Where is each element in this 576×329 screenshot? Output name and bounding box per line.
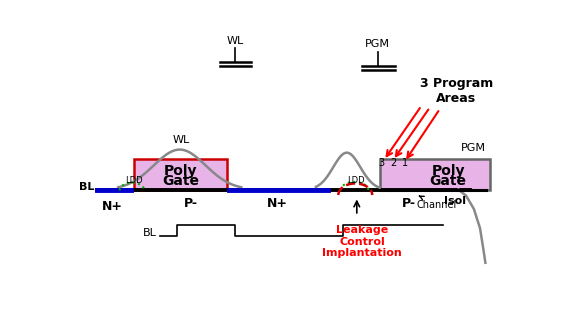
- Text: 2: 2: [390, 159, 396, 168]
- Text: Gate: Gate: [162, 174, 199, 188]
- Text: BL: BL: [143, 228, 157, 238]
- Text: BL: BL: [79, 182, 94, 192]
- Text: LDD: LDD: [347, 176, 365, 185]
- Bar: [380, 159, 490, 190]
- Text: 3 Program
Areas: 3 Program Areas: [419, 77, 492, 105]
- Text: N+: N+: [267, 197, 288, 210]
- Text: Poly: Poly: [431, 164, 465, 178]
- Bar: [134, 159, 228, 190]
- Text: Isol: Isol: [444, 196, 465, 206]
- Text: PGM: PGM: [461, 143, 486, 153]
- Text: PGM: PGM: [365, 39, 390, 49]
- Text: 3: 3: [378, 159, 385, 168]
- Text: LDD: LDD: [124, 176, 142, 185]
- Text: P-: P-: [184, 197, 198, 210]
- Text: Gate: Gate: [430, 174, 467, 188]
- Text: Leakage
Control
Implantation: Leakage Control Implantation: [323, 225, 402, 258]
- Text: Poly: Poly: [164, 164, 197, 178]
- Text: N+: N+: [101, 200, 123, 213]
- Text: P-: P-: [402, 197, 416, 210]
- Text: Channel: Channel: [417, 196, 457, 210]
- Text: 1: 1: [401, 159, 408, 168]
- Text: WL: WL: [226, 36, 244, 46]
- Text: WL: WL: [173, 135, 190, 145]
